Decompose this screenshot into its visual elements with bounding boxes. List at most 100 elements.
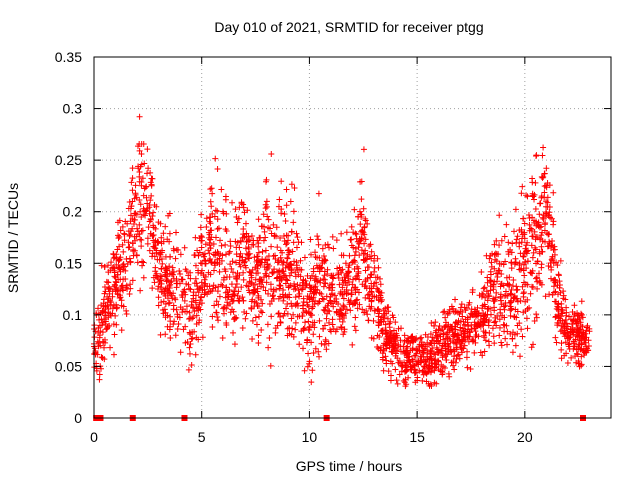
data-point <box>136 197 143 204</box>
data-point <box>166 299 173 306</box>
data-point <box>299 279 306 286</box>
y-tick-label: 0.2 <box>63 204 83 220</box>
data-point <box>361 257 368 264</box>
data-point <box>360 256 367 263</box>
data-point <box>177 349 184 356</box>
data-point <box>195 304 202 311</box>
data-point <box>496 332 503 339</box>
data-point <box>416 348 423 355</box>
data-point <box>268 243 275 250</box>
data-point <box>306 323 313 330</box>
data-point <box>304 363 311 370</box>
data-point <box>287 282 294 289</box>
data-point <box>116 292 123 299</box>
data-point <box>552 313 559 320</box>
data-point <box>140 211 147 218</box>
data-point <box>511 314 518 321</box>
data-point <box>556 284 563 291</box>
data-point <box>538 173 545 180</box>
data-point <box>206 250 213 257</box>
data-point <box>227 309 234 316</box>
data-point <box>312 297 319 304</box>
data-point <box>98 262 105 269</box>
data-point <box>366 285 373 292</box>
data-point <box>162 314 169 321</box>
data-point <box>160 230 167 237</box>
data-point <box>404 359 411 366</box>
data-point <box>354 305 361 312</box>
data-point <box>383 336 390 343</box>
data-point <box>557 289 564 296</box>
data-point <box>321 322 328 329</box>
data-point <box>149 175 156 182</box>
data-point <box>125 244 132 251</box>
data-point <box>539 214 546 221</box>
data-point <box>201 282 208 289</box>
data-point <box>262 234 269 241</box>
data-point <box>507 303 514 310</box>
data-point <box>222 294 229 301</box>
data-point <box>236 244 243 251</box>
data-point <box>440 330 447 337</box>
data-point <box>295 287 302 294</box>
data-point <box>511 228 518 235</box>
data-point <box>288 262 295 269</box>
data-point <box>256 313 263 320</box>
data-point <box>524 258 531 265</box>
data-point <box>100 338 107 345</box>
x-tick-label: 0 <box>90 429 98 445</box>
data-point <box>562 316 569 323</box>
data-point <box>307 275 314 282</box>
data-point <box>520 267 527 274</box>
data-point <box>367 271 374 278</box>
data-point <box>111 283 118 290</box>
data-point <box>338 324 345 331</box>
data-point <box>207 236 214 243</box>
data-point <box>521 229 528 236</box>
data-point <box>572 353 579 360</box>
data-point <box>281 272 288 279</box>
chart-title: Day 010 of 2021, SRMTID for receiver ptg… <box>214 19 483 35</box>
data-point <box>305 303 312 310</box>
data-point <box>323 315 330 322</box>
data-point <box>195 319 202 326</box>
data-point <box>331 292 338 299</box>
data-point <box>198 279 205 286</box>
data-point <box>241 209 248 216</box>
data-point <box>162 253 169 260</box>
data-point <box>488 263 495 270</box>
data-point <box>560 288 567 295</box>
data-point <box>107 301 114 308</box>
data-point <box>223 320 230 327</box>
data-point <box>269 269 276 276</box>
data-point <box>469 286 476 293</box>
data-point <box>397 348 404 355</box>
data-point <box>501 233 508 240</box>
data-point <box>340 295 347 302</box>
data-point <box>95 305 102 312</box>
data-point <box>207 186 214 193</box>
data-point <box>110 251 117 258</box>
data-point <box>563 304 570 311</box>
data-point <box>432 364 439 371</box>
data-point <box>505 239 512 246</box>
data-point <box>371 252 378 259</box>
data-point <box>491 307 498 314</box>
data-point <box>498 237 505 244</box>
data-point <box>158 273 165 280</box>
data-point <box>167 290 174 297</box>
data-point <box>352 284 359 291</box>
data-point <box>340 304 347 311</box>
data-point <box>337 313 344 320</box>
data-point <box>275 257 282 264</box>
data-point <box>414 361 421 368</box>
data-point <box>282 264 289 271</box>
data-point <box>471 349 478 356</box>
data-point <box>193 312 200 319</box>
data-point <box>336 281 343 288</box>
data-point <box>317 265 324 272</box>
data-point <box>260 237 267 244</box>
data-point <box>222 251 229 258</box>
data-point <box>272 256 279 263</box>
data-point <box>283 186 290 193</box>
